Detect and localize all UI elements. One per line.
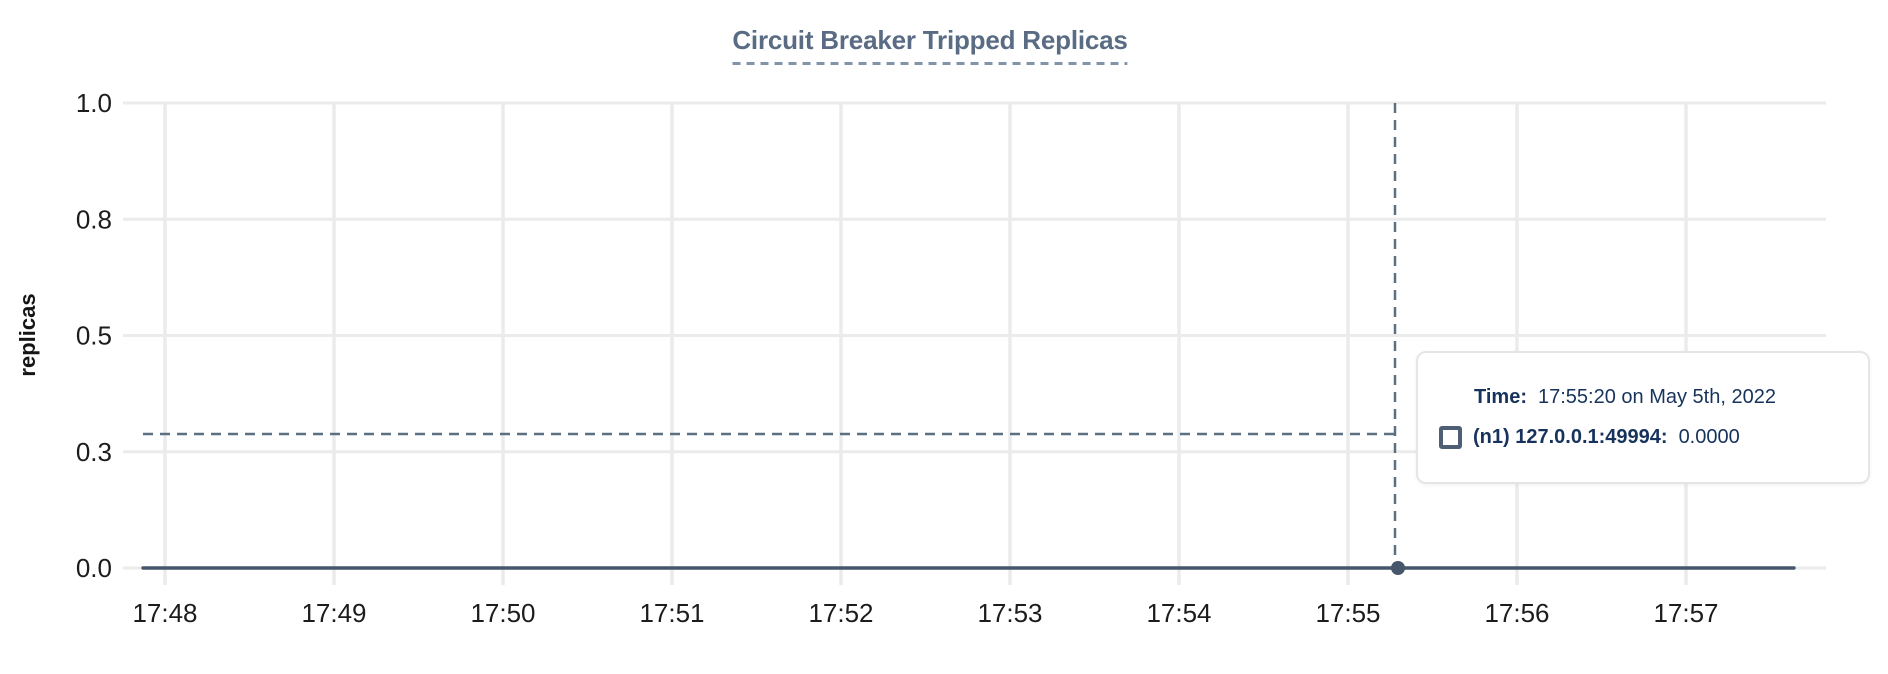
y-tick-label: 0.3: [76, 437, 112, 467]
y-tick-label: 0.8: [76, 204, 112, 234]
x-tick-label: 17:56: [1484, 598, 1549, 628]
plot-area[interactable]: [123, 103, 1826, 568]
x-tick-label: 17:57: [1653, 598, 1718, 628]
hover-point-dot: [1391, 561, 1405, 575]
y-tick-labels: 1.0 0.8 0.5 0.3 0.0: [76, 88, 112, 583]
vertical-gridlines: [163, 103, 1688, 585]
chart-title: Circuit Breaker Tripped Replicas: [732, 25, 1128, 65]
x-tick-labels: 17:48 17:49 17:50 17:51 17:52 17:53 17:54 17:55…: [132, 598, 1718, 628]
tooltip-time-value: 17:55:20 on May 5th, 2022: [1537, 386, 1776, 408]
y-tick-label: 0.5: [76, 321, 112, 351]
x-tick-label: 17:52: [808, 598, 873, 628]
series-swatch-icon: [1439, 426, 1462, 449]
x-tick-label: 17:50: [470, 598, 535, 628]
hover-tooltip: Time: 17:55:20 on May 5th, 2022 (n1) 127…: [1416, 351, 1870, 484]
tooltip-series-label: (n1) 127.0.0.1:49994:: [1473, 426, 1668, 448]
tooltip-series-value: 0.0000: [1678, 426, 1740, 448]
tooltip-time-row: Time: 17:55:20 on May 5th, 2022: [1418, 386, 1868, 409]
x-tick-label: 17:49: [301, 598, 366, 628]
x-tick-label: 17:48: [132, 598, 197, 628]
x-tick-label: 17:54: [1146, 598, 1211, 628]
x-tick-label: 17:53: [977, 598, 1042, 628]
y-tick-label: 0.0: [76, 553, 112, 583]
x-tick-label: 17:51: [639, 598, 704, 628]
tooltip-series-row: (n1) 127.0.0.1:49994: 0.0000: [1418, 426, 1868, 449]
y-tick-label: 1.0: [76, 88, 112, 118]
x-tick-label: 17:55: [1315, 598, 1380, 628]
tooltip-time-label: Time:: [1474, 386, 1527, 408]
